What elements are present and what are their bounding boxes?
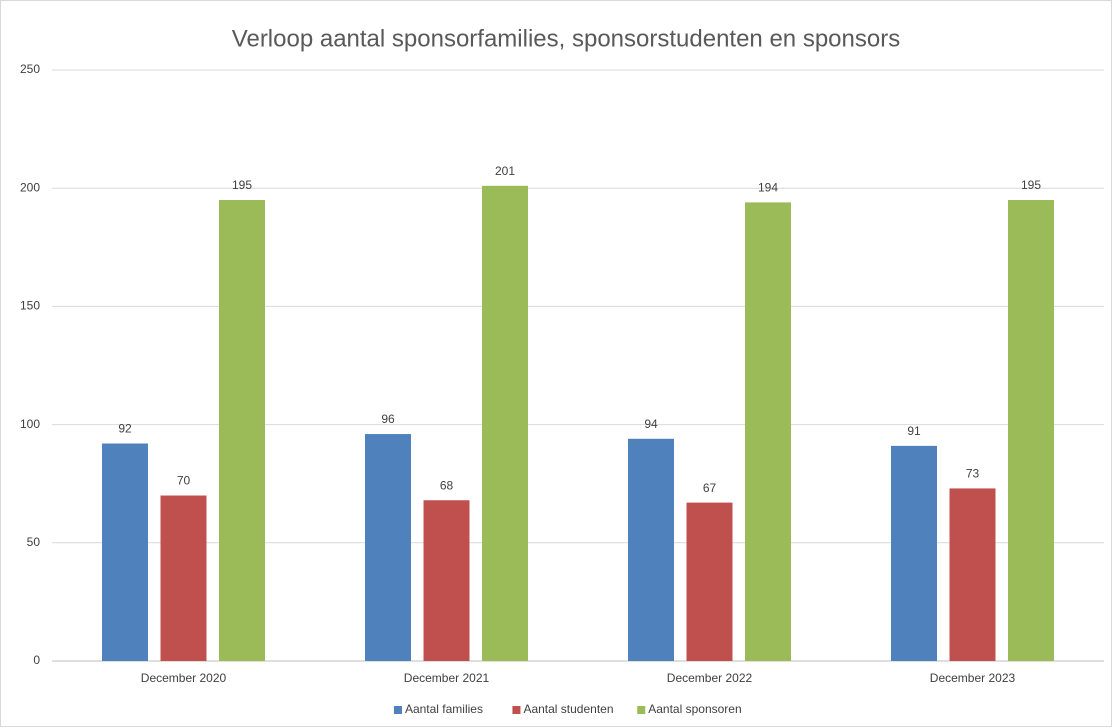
bar xyxy=(891,445,937,661)
y-tick-label: 0 xyxy=(33,653,40,667)
legend-swatch xyxy=(637,706,646,714)
y-tick-label: 100 xyxy=(20,417,40,431)
bar xyxy=(365,434,411,661)
bar xyxy=(102,443,148,661)
y-tick-label: 150 xyxy=(20,299,40,313)
y-tick-label: 250 xyxy=(20,62,40,76)
bar xyxy=(745,202,791,661)
bar xyxy=(423,500,470,661)
bar xyxy=(686,502,733,661)
legend-label: Aantal families xyxy=(405,702,483,716)
data-label: 195 xyxy=(1021,178,1041,192)
chart-title: Verloop aantal sponsorfamilies, sponsors… xyxy=(232,25,900,52)
data-label: 194 xyxy=(758,181,778,195)
x-tick-label: December 2022 xyxy=(667,671,753,685)
legend-label: Aantal sponsoren xyxy=(648,702,741,716)
data-label: 67 xyxy=(703,481,717,495)
data-label: 96 xyxy=(381,412,395,426)
bar xyxy=(219,200,265,661)
bar xyxy=(160,495,207,661)
x-tick-label: December 2020 xyxy=(141,671,227,685)
data-label: 91 xyxy=(907,424,921,438)
data-label: 195 xyxy=(232,178,252,192)
data-label: 94 xyxy=(644,417,658,431)
data-label: 92 xyxy=(118,422,132,436)
bar xyxy=(1008,200,1054,661)
legend-swatch xyxy=(512,706,521,714)
legend-label: Aantal studenten xyxy=(523,702,613,716)
data-label: 70 xyxy=(177,474,191,488)
y-tick-label: 200 xyxy=(20,180,40,194)
y-tick-label: 50 xyxy=(27,535,41,549)
x-tick-label: December 2023 xyxy=(930,671,1016,685)
data-label: 68 xyxy=(440,478,454,492)
bar xyxy=(482,185,528,661)
bar xyxy=(628,438,674,661)
bar xyxy=(949,488,996,661)
legend-swatch xyxy=(393,706,402,714)
data-label: 73 xyxy=(966,467,980,481)
data-label: 201 xyxy=(495,164,515,178)
x-tick-label: December 2021 xyxy=(404,671,490,685)
